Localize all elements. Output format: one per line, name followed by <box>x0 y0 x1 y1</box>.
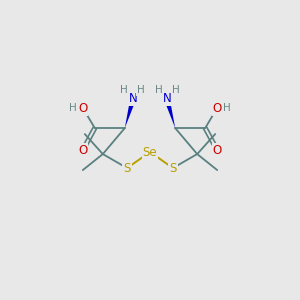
Polygon shape <box>164 99 175 128</box>
Text: H: H <box>223 103 231 113</box>
Text: H: H <box>137 85 145 95</box>
Text: H: H <box>120 85 128 95</box>
Text: O: O <box>213 144 222 157</box>
Text: Se: Se <box>143 146 157 158</box>
Text: O: O <box>213 102 222 115</box>
Text: H: H <box>155 85 163 95</box>
Text: O: O <box>78 144 87 157</box>
Text: O: O <box>78 102 87 115</box>
Text: H: H <box>172 85 180 95</box>
Text: N: N <box>163 92 172 105</box>
Text: N: N <box>128 92 137 105</box>
Text: H: H <box>69 103 77 113</box>
Text: S: S <box>123 162 131 175</box>
Polygon shape <box>125 99 136 128</box>
Text: S: S <box>169 162 177 175</box>
